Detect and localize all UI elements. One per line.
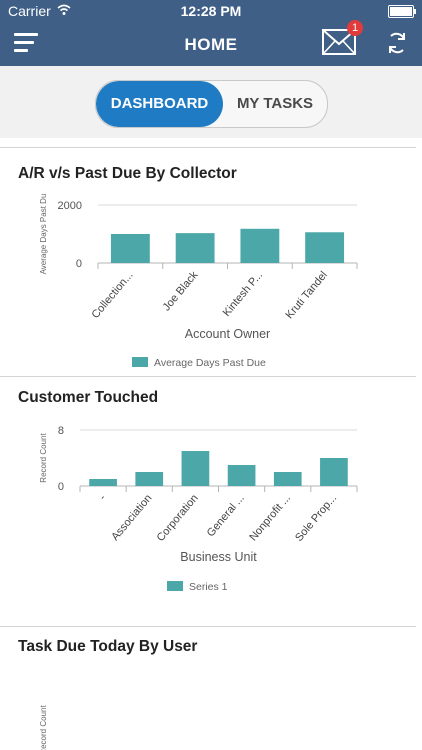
- bar: [273, 472, 302, 486]
- card-title-ar-past-due: A/R v/s Past Due By Collector: [18, 165, 237, 182]
- legend-label: Average Days Past Due: [154, 357, 266, 369]
- tab-dashboard[interactable]: DASHBOARD: [96, 81, 223, 127]
- y-tick-label: 0: [58, 481, 64, 493]
- x-tick-label: Joe Black: [161, 269, 201, 314]
- wifi-icon: [57, 4, 71, 15]
- x-tick-label: Collection...: [90, 269, 136, 321]
- carrier-label: Carrier: [8, 3, 51, 19]
- y-tick-label: 8: [58, 425, 64, 437]
- y-axis-label: Record Count: [39, 433, 48, 483]
- x-tick-label: Kruti Tandel: [284, 269, 330, 321]
- divider: [0, 626, 416, 627]
- y-tick-label: 0: [76, 258, 82, 270]
- x-tick-label: Corporation: [155, 492, 201, 544]
- refresh-icon[interactable]: [385, 30, 409, 56]
- y-tick-label: 2000: [58, 200, 82, 212]
- bar: [320, 458, 348, 486]
- x-axis-label: Business Unit: [180, 550, 257, 564]
- divider: [0, 376, 416, 377]
- x-axis-label: Account Owner: [185, 327, 270, 341]
- x-tick-label: Kintesh P...: [221, 269, 265, 319]
- legend-label: Series 1: [189, 581, 228, 593]
- x-tick-label: -: [97, 492, 109, 503]
- x-tick-label: General ...: [205, 492, 247, 539]
- bar-chart-ar-past-due: 2000 0 Average Days Past Du Collection... Jo…: [39, 194, 358, 369]
- navigation-bar: Carrier 12:28 PM HOME 1: [0, 0, 422, 66]
- x-tick-label: Nonprofit ...: [247, 492, 293, 543]
- bar: [135, 472, 164, 486]
- bar: [89, 479, 117, 486]
- divider: [0, 147, 416, 148]
- status-time: 12:28 PM: [180, 3, 242, 19]
- legend-swatch: [167, 581, 183, 591]
- bar: [110, 234, 150, 263]
- bar: [227, 465, 256, 486]
- bar: [240, 228, 280, 263]
- bar-chart-customer-touched: 8 0 Record Count - Association Corporation Gen…: [39, 425, 358, 593]
- battery-icon: [388, 5, 416, 18]
- status-bar: Carrier 12:28 PM: [0, 0, 422, 22]
- bar: [175, 233, 215, 263]
- segmented-control: DASHBOARD MY TASKS: [95, 80, 328, 128]
- card-title-customer-touched: Customer Touched: [18, 389, 159, 406]
- page-title: HOME: [184, 35, 238, 54]
- x-tick-label: Sole Prop...: [293, 492, 339, 544]
- notification-badge: 1: [347, 20, 363, 36]
- y-axis-label: Record Count: [39, 705, 48, 750]
- menu-icon[interactable]: [14, 30, 40, 56]
- legend-swatch: [132, 357, 148, 367]
- x-tick-label: Association: [109, 492, 154, 543]
- tab-my-tasks[interactable]: MY TASKS: [236, 95, 314, 112]
- bar: [181, 451, 210, 486]
- bar-chart-task-due-today: Record Count: [39, 705, 48, 750]
- card-title-task-due-today: Task Due Today By User: [18, 638, 198, 655]
- y-axis-label: Average Days Past Du: [39, 194, 48, 275]
- bar: [305, 232, 345, 263]
